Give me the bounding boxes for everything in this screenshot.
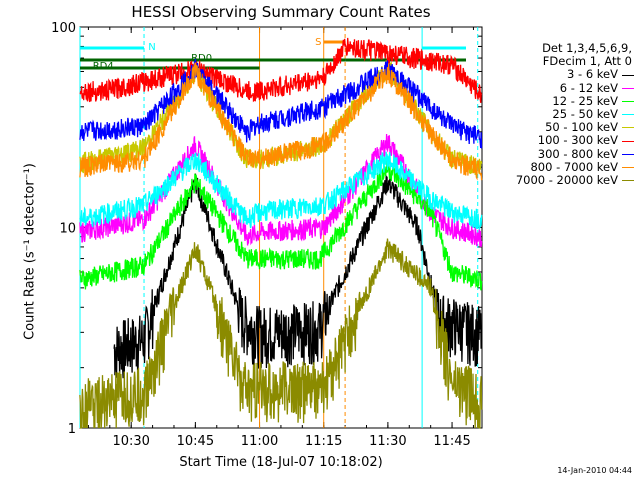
- x-axis-label: Start Time (18-Jul-07 10:18:02): [179, 455, 383, 470]
- series-line-2: [79, 159, 483, 291]
- legend-label-4: 50 - 100 keV: [545, 120, 618, 135]
- legend-entry-4: 50 - 100 keV: [484, 121, 634, 134]
- legend-label-1: 6 - 12 keV: [559, 80, 618, 95]
- footer-timestamp: 14-Jan-2010 04:44: [557, 466, 632, 475]
- x-tick-label-1: 10:45: [177, 434, 214, 449]
- legend-entry-2: 12 - 25 keV: [484, 93, 634, 108]
- x-tick-label-5: 11:45: [433, 434, 470, 449]
- x-tick-label-0: 10:30: [112, 434, 149, 449]
- annotation-rd0: RD0: [191, 53, 212, 64]
- series-line-6: [79, 58, 483, 149]
- legend-swatch-1: [622, 87, 634, 89]
- y-axis-label: Count Rate (s⁻¹ detector⁻¹): [22, 163, 38, 340]
- legend-entry-0: 3 - 6 keV: [484, 68, 634, 81]
- legend-swatch-3: [622, 114, 634, 116]
- series-line-5: [79, 37, 483, 103]
- legend-label-0: 3 - 6 keV: [567, 67, 618, 82]
- legend-swatch-5: [622, 140, 634, 142]
- legend-entry-1: 6 - 12 keV: [484, 80, 634, 95]
- legend-swatch-6: [622, 153, 634, 155]
- chart-title: HESSI Observing Summary Count Rates: [131, 3, 431, 21]
- x-tick-label-3: 11:15: [305, 434, 342, 449]
- y-tick-label-2: 100: [51, 21, 76, 36]
- legend-entry-7: 800 - 7000 keV: [484, 159, 634, 174]
- legend-header-2: FDecim 1, Att 0: [542, 54, 632, 69]
- legend-header-1: Det 1,3,4,5,6,9,: [542, 41, 632, 55]
- x-tick-label-2: 11:00: [241, 434, 278, 449]
- legend-label-3: 25 - 50 keV: [552, 107, 618, 122]
- series-line-7: [79, 62, 483, 181]
- legend-entry-8: 7000 - 20000 keV: [484, 173, 634, 188]
- legend-swatch-2: [622, 100, 634, 102]
- legend-entry-6: 300 - 800 keV: [484, 146, 634, 161]
- legend-swatch-4: [622, 127, 634, 129]
- series-line-8: [79, 238, 483, 429]
- legend-swatch-0: [622, 74, 634, 76]
- legend-label-2: 12 - 25 keV: [552, 93, 618, 108]
- y-tick-label-1: 10: [59, 222, 76, 237]
- y-tick-label-0: 1: [68, 422, 76, 437]
- annotation-n: N: [148, 42, 155, 53]
- legend-rows: 3 - 6 keV 6 - 12 keV 12 - 25 keV 25 - 50 ke…: [484, 68, 634, 187]
- legend-swatch-7: [622, 166, 634, 168]
- legend-label-5: 100 - 300 keV: [537, 133, 618, 148]
- legend-swatch-8: [622, 180, 634, 182]
- series-line-3: [79, 151, 483, 230]
- annotation-s: S: [315, 37, 321, 48]
- legend-label-7: 800 - 7000 keV: [530, 159, 618, 174]
- legend-entry-5: 100 - 300 keV: [484, 134, 634, 147]
- series-line-0: [113, 173, 483, 379]
- annotation-rd4: RD4: [93, 61, 114, 72]
- legend-label-6: 300 - 800 keV: [537, 146, 618, 161]
- x-tick-label-4: 11:30: [369, 434, 406, 449]
- legend: Det 1,3,4,5,6,9, FDecim 1, Att 0 3 - 6 k…: [484, 41, 634, 187]
- legend-label-8: 7000 - 20000 keV: [515, 173, 618, 188]
- legend-entry-3: 25 - 50 keV: [484, 107, 634, 122]
